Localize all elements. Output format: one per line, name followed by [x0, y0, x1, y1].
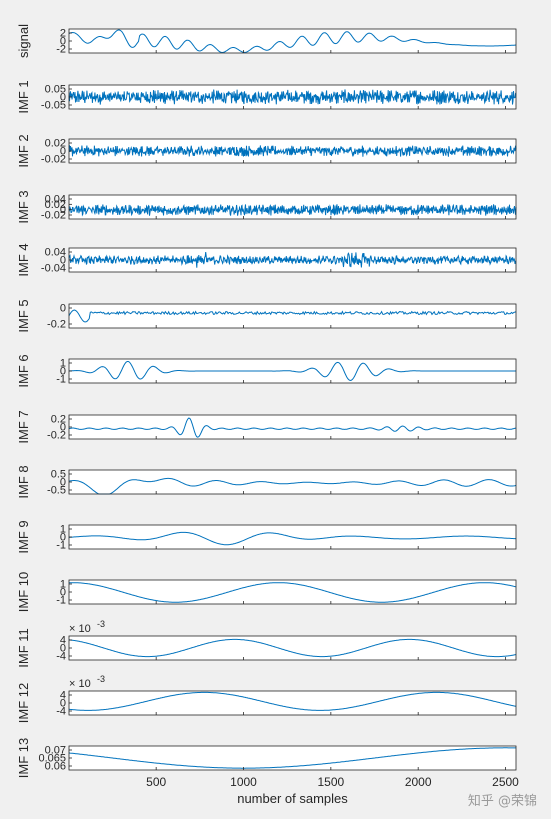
series-line	[68, 638, 517, 658]
series-line	[68, 531, 517, 546]
y-tick-label: 0.05	[45, 84, 66, 96]
y-tick-label: 0.02	[45, 138, 66, 150]
y-axis-label: IMF 6	[16, 354, 31, 387]
y-tick-label: -4	[56, 706, 66, 718]
series-line	[68, 361, 516, 382]
y-tick-label: 0	[60, 146, 66, 158]
series-line	[68, 203, 517, 217]
series-line	[68, 252, 517, 268]
y-tick-label: 0	[60, 587, 66, 599]
y-tick-label: 0	[60, 366, 66, 378]
y-tick-label: 0.2	[51, 414, 66, 426]
y-tick-label: 2	[60, 28, 66, 40]
series-line	[68, 89, 517, 105]
y-tick-label: 0.06	[45, 761, 66, 773]
y-exponent: × 10	[69, 678, 91, 690]
y-axis-label: IMF 2	[16, 134, 31, 167]
x-axis-label: number of samples	[237, 791, 348, 806]
y-tick-label: 0.065	[38, 753, 66, 765]
y-tick-label: 0	[60, 422, 66, 434]
axes-frame	[68, 303, 517, 329]
series-line	[68, 747, 516, 769]
x-tick-label: 2500	[492, 775, 519, 789]
y-tick-label: 0	[60, 204, 66, 216]
y-tick-label: -0.2	[47, 319, 66, 331]
x-tick-label: 1500	[317, 775, 344, 789]
y-tick-label: -0.2	[47, 430, 66, 442]
y-axis-label: IMF 12	[16, 683, 31, 723]
y-tick-label: 0	[60, 532, 66, 544]
axes-background	[69, 470, 516, 494]
axes-background	[69, 691, 516, 715]
y-axis-label: IMF 7	[16, 410, 31, 443]
y-exponent-power: -3	[97, 619, 105, 629]
axes-frame	[68, 194, 517, 220]
x-tick-label: 1000	[230, 775, 257, 789]
y-tick-label: -0.05	[41, 100, 66, 112]
y-tick-label: -1	[56, 374, 66, 386]
y-tick-label: 0	[60, 477, 66, 489]
y-axis-label: IMF 9	[16, 520, 31, 553]
axes-background	[69, 415, 516, 439]
y-axis-label: IMF 11	[16, 628, 31, 668]
y-axis-label: IMF 10	[16, 572, 31, 612]
y-tick-label: -0.04	[41, 263, 66, 275]
watermark: 知乎 @荣锦	[467, 794, 537, 809]
y-axis-label: IMF 1	[16, 80, 31, 113]
y-tick-label: 1	[60, 524, 66, 536]
y-axis-label: IMF 3	[16, 190, 31, 223]
y-tick-label: -0.5	[47, 485, 66, 497]
axes-background	[69, 304, 516, 328]
y-exponent-power: -3	[97, 674, 105, 684]
axes-background	[69, 29, 516, 53]
series-line	[68, 29, 517, 54]
y-tick-label: 0.04	[45, 247, 66, 259]
y-tick-label: 0.04	[45, 194, 66, 206]
y-tick-label: -4	[56, 651, 66, 663]
x-tick-label: 2000	[405, 775, 432, 789]
y-tick-label: 4	[60, 690, 66, 702]
series-line	[68, 309, 517, 323]
y-tick-label: 1	[60, 579, 66, 591]
y-tick-label: 0	[60, 303, 66, 315]
y-tick-label: 0.07	[45, 745, 66, 757]
y-axis-label: IMF 5	[16, 299, 31, 332]
y-tick-label: 1	[60, 358, 66, 370]
y-tick-label: 0	[60, 698, 66, 710]
y-tick-label: 0.5	[51, 469, 66, 481]
x-tick-label: 500	[146, 775, 166, 789]
y-tick-label: 4	[60, 635, 66, 647]
series-line	[68, 477, 517, 495]
y-tick-label: 0	[60, 36, 66, 48]
series-line	[68, 144, 517, 157]
series-line	[69, 582, 517, 603]
y-axis-label: IMF 4	[16, 243, 31, 276]
y-tick-label: -1	[56, 540, 66, 552]
y-axis-label: signal	[16, 24, 31, 58]
y-exponent: × 10	[69, 623, 91, 635]
series-line	[68, 417, 517, 438]
y-tick-label: -0.02	[41, 154, 66, 166]
y-tick-label: 0.02	[45, 199, 66, 211]
y-tick-label: 0	[60, 255, 66, 267]
y-tick-label: 0	[60, 643, 66, 655]
y-tick-label: -2	[56, 44, 66, 56]
series-line	[68, 691, 517, 711]
y-tick-label: -1	[56, 595, 66, 607]
y-tick-label: -0.02	[41, 210, 66, 222]
y-axis-label: IMF 13	[16, 738, 31, 778]
axes-background	[69, 636, 516, 660]
y-axis-label: IMF 8	[16, 465, 31, 498]
y-tick-label: 0	[60, 92, 66, 104]
